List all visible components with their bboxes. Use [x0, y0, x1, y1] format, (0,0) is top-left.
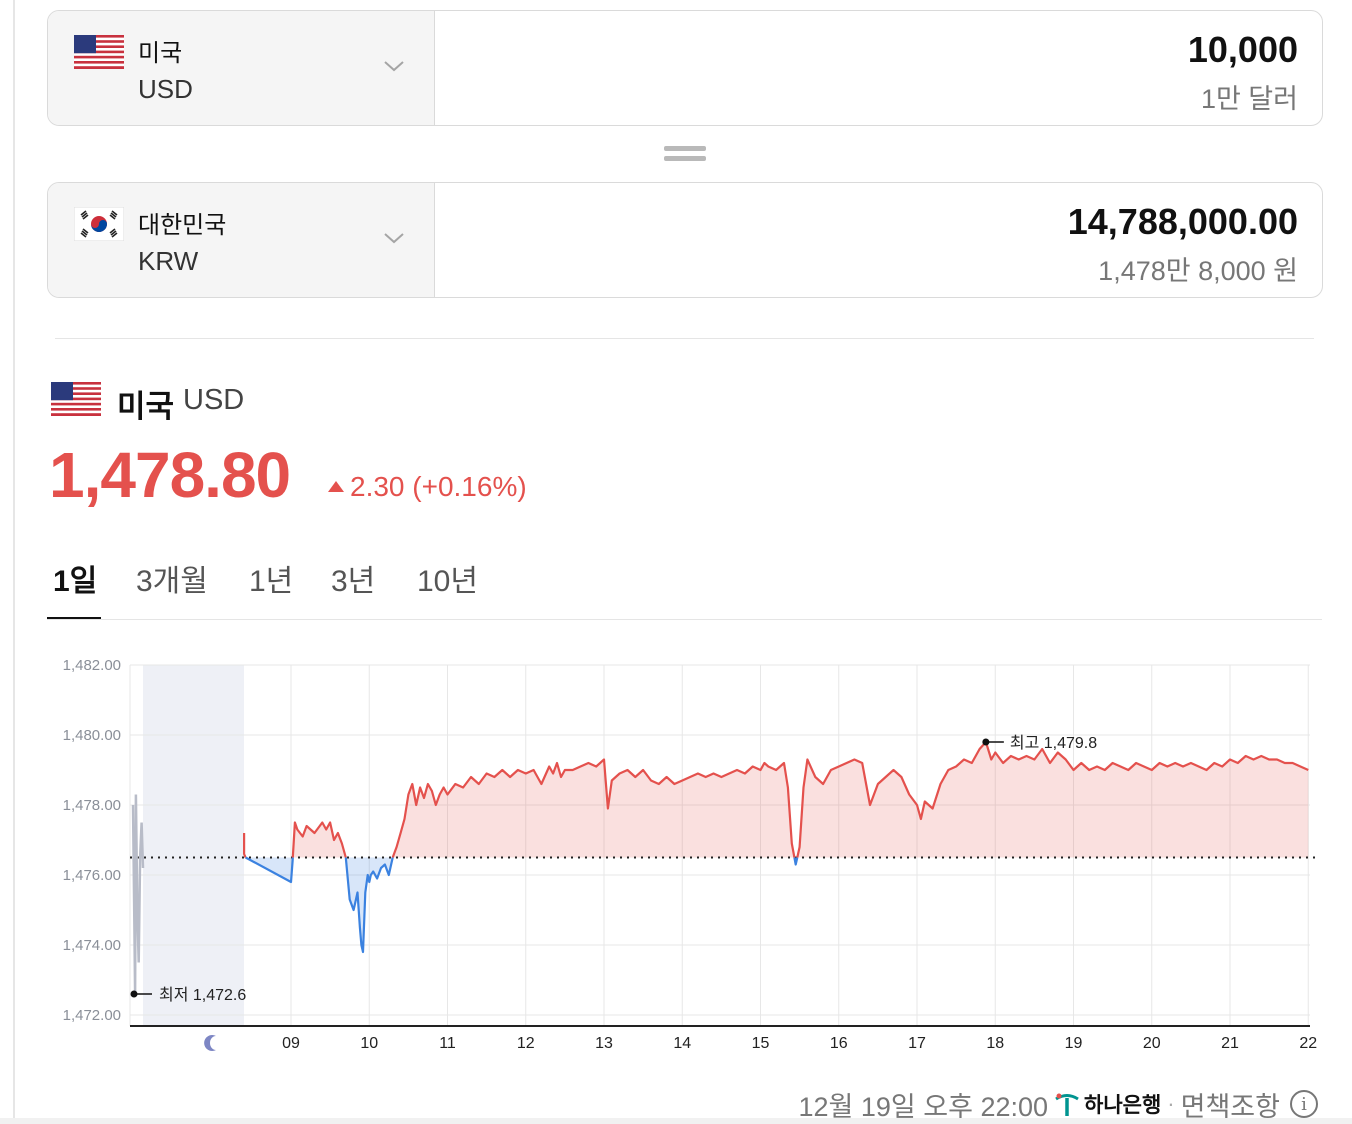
down-series-line — [344, 857, 394, 954]
x-tick-label: 14 — [673, 1035, 691, 1052]
to-amount-text: 1,478만 8,000 원 — [1098, 256, 1298, 286]
x-tick-label: 12 — [517, 1035, 535, 1052]
up-series-line — [391, 758, 796, 858]
x-tick-label: 22 — [1299, 1035, 1317, 1052]
y-tick-label: 1,480.00 — [63, 727, 121, 744]
from-currency-selector[interactable]: 미국 USD — [48, 11, 435, 125]
bottom-border — [0, 1118, 1352, 1124]
up-series-line — [243, 833, 247, 858]
active-tab-indicator — [47, 617, 101, 620]
bank-source: 하나은행 — [1054, 1089, 1161, 1119]
footer: 12월 19일 오후 22:00 하나은행 · 면책조항 i — [799, 1084, 1318, 1124]
rate-change: 2.30 (+0.16%) — [328, 471, 527, 503]
to-amount-input[interactable]: 14,788,000.00 — [1067, 201, 1298, 242]
to-currency-code: KRW — [138, 246, 199, 276]
up-triangle-icon — [328, 481, 344, 492]
y-tick-label: 1,474.00 — [63, 937, 121, 954]
moon-icon — [204, 1035, 216, 1051]
overnight-series-line — [131, 794, 145, 995]
rate-change-value: 2.30 (+0.16%) — [350, 471, 527, 502]
to-country-name: 대한민국 — [138, 212, 227, 239]
info-icon[interactable]: i — [1290, 1090, 1318, 1118]
overnight-shade — [143, 665, 244, 1026]
x-tick-label: 18 — [986, 1035, 1004, 1052]
detail-currency-code: USD — [183, 384, 245, 416]
us-flag-icon — [74, 35, 124, 69]
tab-10-years[interactable]: 10년 — [417, 565, 478, 598]
down-series-line — [793, 857, 799, 866]
up-area — [292, 822, 346, 858]
chevron-down-icon — [384, 233, 404, 244]
x-tick-label: 16 — [830, 1035, 848, 1052]
x-tick-label: 19 — [1065, 1035, 1083, 1052]
chevron-down-icon — [384, 61, 404, 72]
from-country-name: 미국 — [138, 40, 183, 67]
x-tick-label: 20 — [1143, 1035, 1161, 1052]
up-series-line — [796, 740, 1309, 858]
x-axis-ticks: 09 10 11 12 13 14 15 16 17 18 19 20 21 22 — [282, 1035, 1317, 1052]
x-tick-label: 13 — [595, 1035, 613, 1052]
up-area — [797, 742, 1309, 858]
y-tick-label: 1,478.00 — [63, 797, 121, 814]
from-currency-code: USD — [138, 74, 193, 104]
update-timestamp: 12월 19일 오후 22:00 — [798, 1091, 1049, 1122]
down-area — [345, 857, 393, 952]
to-currency-box: 대한민국 KRW 14,788,000.00 1,478만 8,000 원 — [47, 182, 1323, 298]
from-amount-input[interactable]: 10,000 — [1187, 29, 1298, 70]
chart-lines — [131, 740, 1309, 995]
tab-3-months[interactable]: 3개월 — [136, 565, 208, 598]
us-flag-icon — [51, 382, 101, 416]
y-tick-label: 1,476.00 — [63, 867, 121, 884]
current-rate: 1,478.80 — [49, 439, 291, 511]
y-axis-ticks: 1,482.00 1,480.00 1,478.00 1,476.00 1,474.00… — [63, 657, 121, 1024]
left-border — [13, 0, 15, 1124]
up-area — [392, 759, 795, 858]
kr-flag-icon — [74, 207, 124, 241]
hana-bank-logo-icon — [1055, 1093, 1079, 1116]
chart-annotations: 최고 1,479.8 최저 1,472.6 — [130, 734, 1097, 1004]
tab-1-day[interactable]: 1일 — [53, 565, 98, 598]
from-currency-box: 미국 USD 10,000 1만 달러 — [47, 10, 1323, 126]
section-divider — [55, 338, 1314, 339]
up-series-line — [291, 821, 347, 858]
x-tick-label: 15 — [752, 1035, 770, 1052]
tabs-divider — [47, 619, 1322, 620]
exchange-rate-chart: 1,482.00 1,480.00 1,478.00 1,476.00 1,474.00… — [63, 657, 1318, 1052]
down-series-line — [245, 856, 294, 884]
x-tick-label: 17 — [908, 1035, 926, 1052]
chart-grid — [129, 664, 1310, 1026]
to-currency-selector[interactable]: 대한민국 KRW — [48, 183, 435, 297]
y-tick-label: 1,472.00 — [63, 1007, 121, 1024]
y-tick-label: 1,482.00 — [63, 657, 121, 674]
x-tick-label: 10 — [360, 1035, 378, 1052]
low-label: 최저 1,472.6 — [159, 986, 246, 1004]
bank-name: 하나은행 — [1084, 1094, 1162, 1117]
x-tick-label: 11 — [439, 1035, 456, 1052]
x-tick-label: 09 — [282, 1035, 300, 1052]
period-tabs: 1일 3개월 1년 3년 10년 — [47, 546, 1322, 621]
disclaimer-link[interactable]: 면책조항 — [1180, 1091, 1280, 1122]
chart-area-fills — [244, 742, 1309, 952]
high-label: 최고 1,479.8 — [1010, 734, 1097, 752]
detail-country-name: 미국 — [117, 389, 175, 424]
tab-3-years[interactable]: 3년 — [331, 565, 376, 598]
footer-separator: · — [1167, 1091, 1175, 1116]
x-tick-label: 21 — [1221, 1035, 1239, 1052]
equals-icon — [664, 145, 706, 163]
tab-1-year[interactable]: 1년 — [249, 565, 294, 598]
from-amount-text: 1만 달러 — [1200, 84, 1298, 114]
